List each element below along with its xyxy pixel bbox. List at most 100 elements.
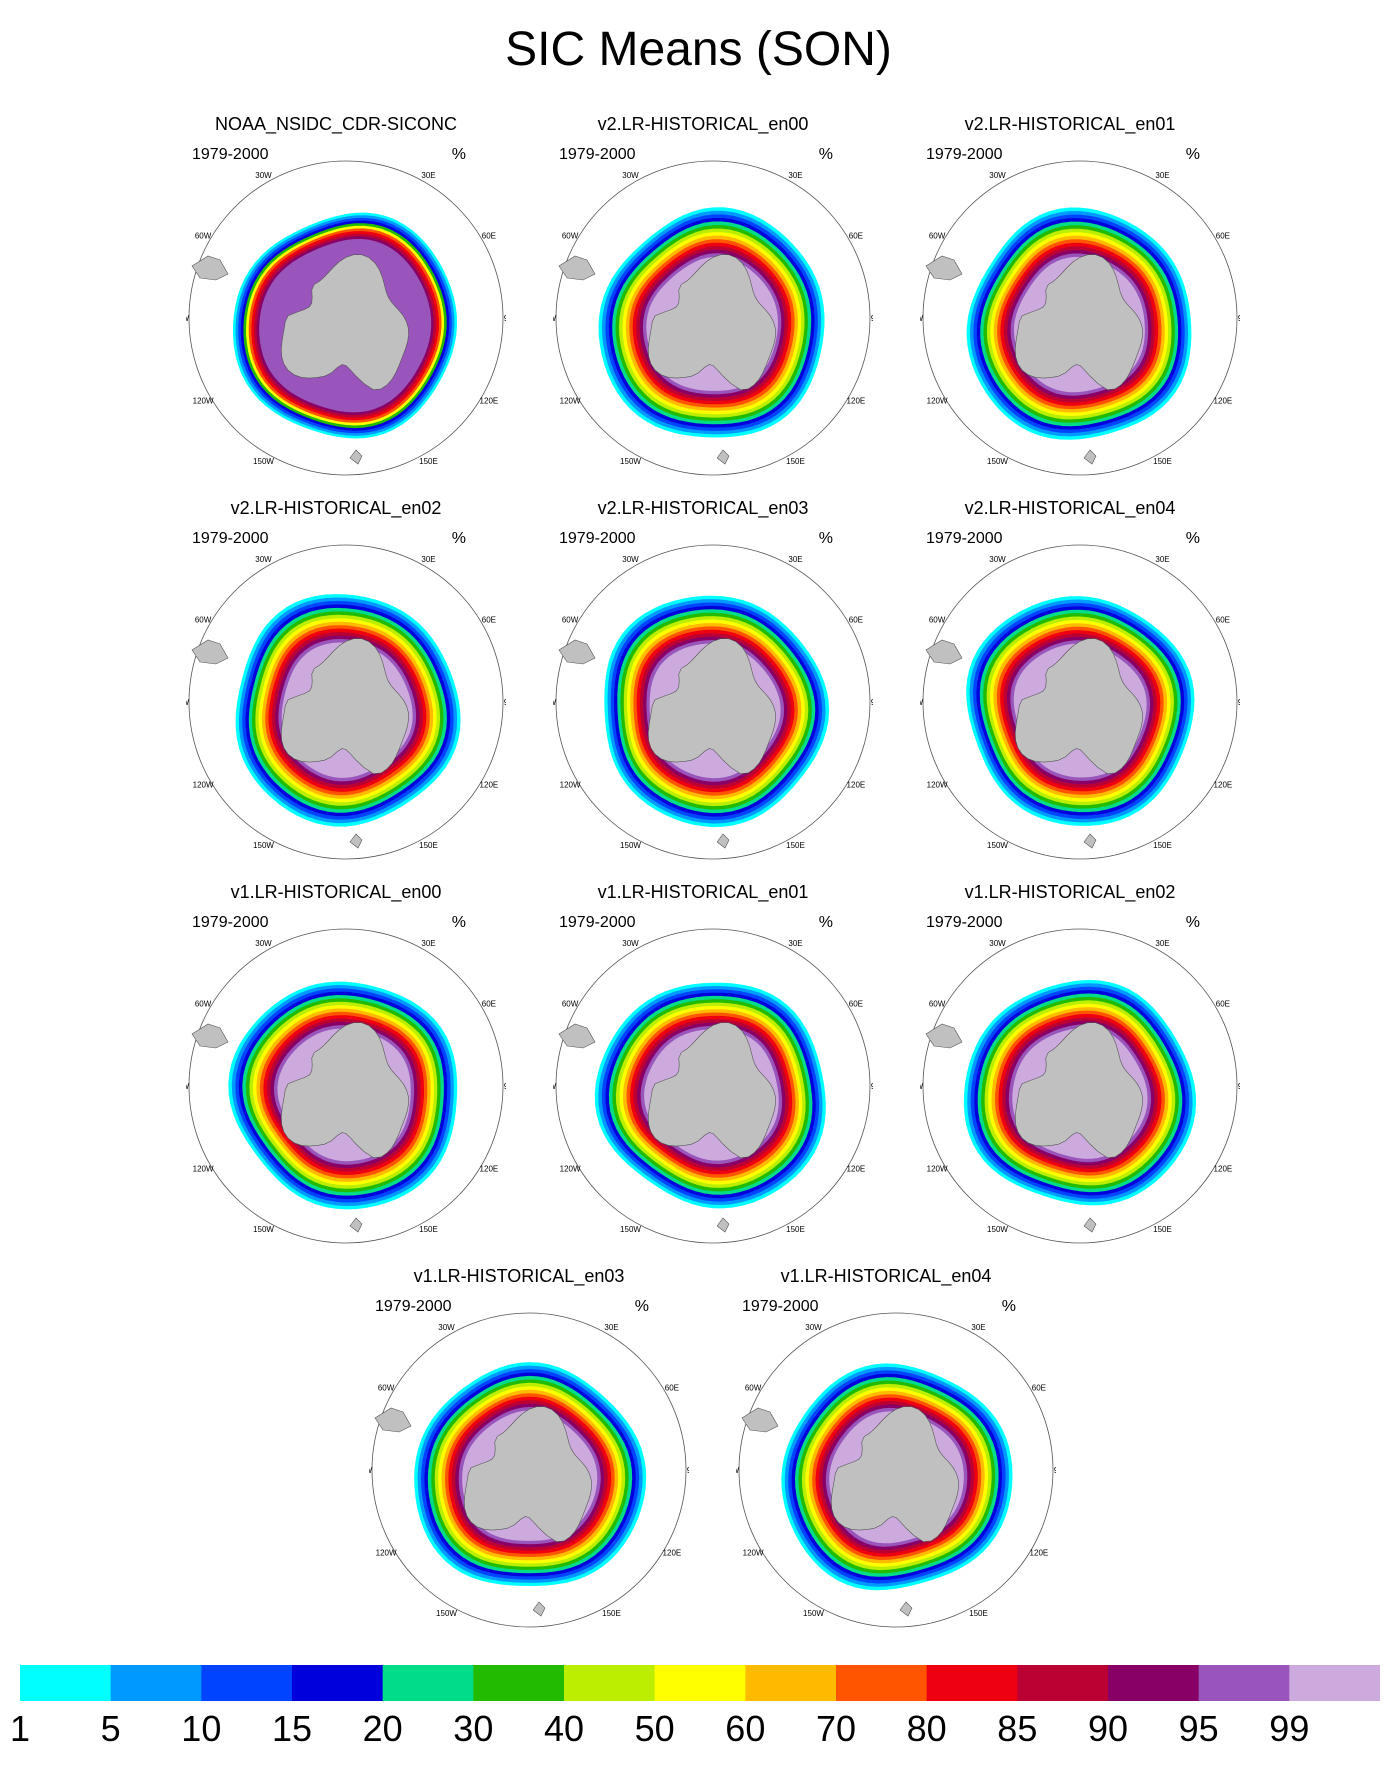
longitude-label: 120E xyxy=(847,781,866,790)
longitude-label: 120E xyxy=(847,397,866,406)
south-america-landmass xyxy=(374,1407,412,1433)
south-america-landmass xyxy=(558,639,596,665)
south-america-landmass xyxy=(925,639,963,665)
longitude-label: 150W xyxy=(253,1225,274,1234)
period-label: 1979-2000 xyxy=(559,530,636,547)
unit-label: % xyxy=(818,530,833,547)
longitude-label: 150E xyxy=(419,1225,438,1234)
unit-label: % xyxy=(818,914,833,931)
colorbar-tick-label: 30 xyxy=(453,1708,494,1749)
polar-stereographic-map: 030E60E90E120E150E180150W120W90W60W30W xyxy=(369,1312,689,1628)
longitude-label: 90W xyxy=(186,314,190,323)
longitude-label: 120E xyxy=(663,1549,682,1558)
map-panel: v2.LR-HISTORICAL_en031979-2000%030E60E90… xyxy=(533,498,873,868)
longitude-label: 30E xyxy=(421,939,435,948)
longitude-label: 150E xyxy=(786,841,805,850)
south-america-landmass xyxy=(191,1023,229,1049)
longitude-label: 120E xyxy=(1214,397,1233,406)
longitude-label: 120W xyxy=(927,397,948,406)
polar-stereographic-map: 030E60E90E120E150E180150W120W90W60W30W xyxy=(553,160,873,476)
antarctica-landmass xyxy=(1014,254,1143,391)
longitude-label: 120W xyxy=(560,397,581,406)
longitude-label: 150W xyxy=(987,841,1008,850)
panel-title: v2.LR-HISTORICAL_en04 xyxy=(964,498,1176,518)
longitude-label: 150W xyxy=(620,841,641,850)
island-landmass xyxy=(716,449,730,465)
longitude-label: 120E xyxy=(1214,781,1233,790)
antarctica-landmass xyxy=(830,1406,959,1543)
map-panel: v2.LR-HISTORICAL_en001979-2000%030E60E90… xyxy=(533,114,873,484)
longitude-label: 60W xyxy=(378,1384,395,1393)
longitude-label: 60E xyxy=(1216,232,1230,241)
longitude-label: 150W xyxy=(436,1609,457,1618)
longitude-label: 30W xyxy=(989,555,1006,564)
longitude-label: 150W xyxy=(253,841,274,850)
longitude-label: 90E xyxy=(504,1082,506,1091)
longitude-label: 90E xyxy=(871,698,873,707)
colorbar xyxy=(20,1665,1380,1701)
longitude-label: 60W xyxy=(195,232,212,241)
panel-title: v2.LR-HISTORICAL_en00 xyxy=(597,114,809,134)
south-america-landmass xyxy=(558,255,596,281)
colorbar-swatch xyxy=(745,1665,837,1701)
colorbar-tick-label: 1 xyxy=(9,1708,31,1749)
island-landmass xyxy=(1083,449,1097,465)
polar-stereographic-map: 030E60E90E120E150E180150W120W90W60W30W xyxy=(736,1312,1056,1628)
longitude-label: 30E xyxy=(971,1323,985,1332)
longitude-label: 60W xyxy=(562,232,579,241)
unit-label: % xyxy=(634,1298,649,1315)
longitude-label: 30W xyxy=(438,1323,455,1332)
longitude-label: 150E xyxy=(419,457,438,466)
page-title: SIC Means (SON) xyxy=(505,23,892,76)
longitude-label: 30E xyxy=(788,939,802,948)
longitude-label: 30E xyxy=(1155,555,1169,564)
longitude-label: 90E xyxy=(871,1082,873,1091)
longitude-label: 150W xyxy=(987,457,1008,466)
island-landmass xyxy=(716,1217,730,1233)
longitude-label: 150E xyxy=(786,1225,805,1234)
longitude-label: 120W xyxy=(376,1549,397,1558)
longitude-label: 60W xyxy=(195,1000,212,1009)
colorbar-tick-label: 60 xyxy=(725,1708,766,1749)
antarctica-landmass xyxy=(280,1022,409,1159)
polar-stereographic-map: 030E60E90E120E150E180150W120W90W60W30W xyxy=(920,928,1240,1244)
longitude-label: 60E xyxy=(1216,1000,1230,1009)
map-panel: v1.LR-HISTORICAL_en011979-2000%030E60E90… xyxy=(533,882,873,1252)
unit-label: % xyxy=(1185,914,1200,931)
period-label: 1979-2000 xyxy=(926,146,1003,163)
south-america-landmass xyxy=(191,639,229,665)
longitude-label: 30E xyxy=(421,171,435,180)
longitude-label: 90W xyxy=(553,698,557,707)
south-america-landmass xyxy=(558,1023,596,1049)
colorbar-tick-label: 95 xyxy=(1178,1708,1219,1749)
south-america-landmass xyxy=(925,1023,963,1049)
longitude-label: 120W xyxy=(743,1549,764,1558)
longitude-label: 90W xyxy=(186,698,190,707)
longitude-label: 90E xyxy=(1238,314,1240,323)
longitude-label: 90E xyxy=(1238,1082,1240,1091)
longitude-label: 30W xyxy=(255,939,272,948)
longitude-label: 120W xyxy=(927,781,948,790)
polar-stereographic-map: 030E60E90E120E150E180150W120W90W60W30W xyxy=(553,544,873,860)
period-label: 1979-2000 xyxy=(375,1298,452,1315)
period-label: 1979-2000 xyxy=(192,530,269,547)
colorbar-tick-label: 40 xyxy=(543,1708,585,1749)
longitude-label: 120W xyxy=(193,1165,214,1174)
longitude-label: 30E xyxy=(788,555,802,564)
longitude-label: 30W xyxy=(989,939,1006,948)
south-america-landmass xyxy=(925,255,963,281)
colorbar-swatch xyxy=(1198,1665,1290,1701)
antarctica-landmass xyxy=(1014,1022,1143,1159)
longitude-label: 90W xyxy=(920,698,924,707)
south-america-landmass xyxy=(191,255,229,281)
colorbar-swatch xyxy=(292,1665,384,1701)
longitude-label: 90E xyxy=(504,698,506,707)
map-panel: v1.LR-HISTORICAL_en021979-2000%030E60E90… xyxy=(900,882,1240,1252)
colorbar-swatch xyxy=(564,1665,656,1701)
polar-stereographic-map: 030E60E90E120E150E180150W120W90W60W30W xyxy=(920,160,1240,476)
longitude-label: 90E xyxy=(1238,698,1240,707)
unit-label: % xyxy=(451,530,466,547)
unit-label: % xyxy=(1185,146,1200,163)
longitude-label: 30E xyxy=(788,171,802,180)
longitude-label: 60W xyxy=(195,616,212,625)
